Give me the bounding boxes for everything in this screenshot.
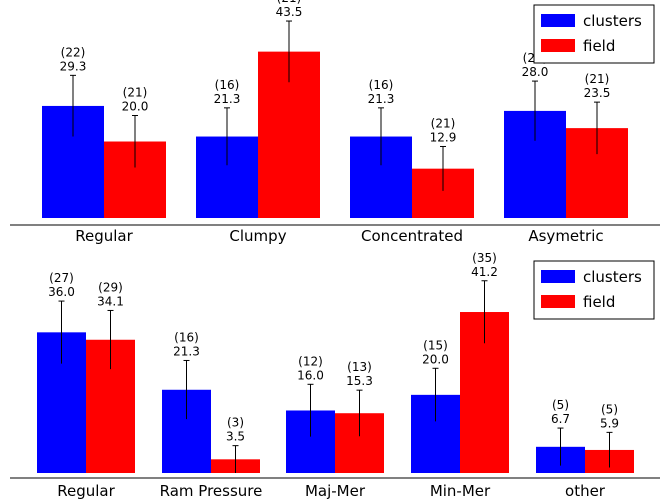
data-label-value: 20.0 xyxy=(422,352,449,366)
chart-panel-top: 29.3(22)20.0(21)Regular21.3(16)43.5(21)C… xyxy=(10,0,660,245)
data-label-count: (21) xyxy=(431,116,456,130)
data-label-value: 20.0 xyxy=(122,100,149,114)
legend-label: clusters xyxy=(583,12,642,30)
legend-swatch-field xyxy=(541,39,575,52)
legend-label: clusters xyxy=(583,268,642,286)
data-label-value: 41.2 xyxy=(471,265,498,279)
data-label-count: (21) xyxy=(585,72,610,86)
legend-label: field xyxy=(583,293,615,311)
data-label-count: (27) xyxy=(49,271,74,285)
legend: clusters field xyxy=(533,260,655,320)
x-tick-label: Asymetric xyxy=(528,227,603,245)
data-label-value: 29.3 xyxy=(60,59,87,73)
x-tick-label: Concentrated xyxy=(361,227,463,245)
data-label-value: 34.1 xyxy=(97,294,124,308)
data-label-value: 23.5 xyxy=(584,86,611,100)
data-label-count: (15) xyxy=(423,338,448,352)
data-label-count: (29) xyxy=(98,280,123,294)
legend-swatch-clusters xyxy=(541,270,575,283)
data-label-value: 28.0 xyxy=(522,65,549,79)
data-label-count: (21) xyxy=(277,0,302,5)
data-label-count: (5) xyxy=(601,402,618,416)
data-label-count: (22) xyxy=(61,45,86,59)
x-tick-label: Regular xyxy=(57,482,115,500)
data-label-count: (13) xyxy=(347,360,372,374)
data-label-value: 6.7 xyxy=(551,412,570,426)
legend-swatch-field xyxy=(541,295,575,308)
data-label-value: 21.3 xyxy=(214,92,241,106)
data-label-value: 16.0 xyxy=(297,368,324,382)
data-label-count: (16) xyxy=(369,78,394,92)
data-label-count: (12) xyxy=(298,354,323,368)
legend-label: field xyxy=(583,37,615,55)
data-label-value: 21.3 xyxy=(173,344,200,358)
x-tick-label: Clumpy xyxy=(229,227,286,245)
data-label-count: (21) xyxy=(123,86,148,100)
data-label-value: 43.5 xyxy=(276,5,303,19)
data-label-value: 36.0 xyxy=(48,285,75,299)
x-tick-label: Regular xyxy=(75,227,133,245)
data-label-count: (3) xyxy=(227,416,244,430)
legend: clusters field xyxy=(533,4,655,64)
data-label-value: 5.9 xyxy=(600,416,619,430)
data-label-count: (16) xyxy=(215,78,240,92)
data-label-value: 21.3 xyxy=(368,92,395,106)
x-tick-label: Maj-Mer xyxy=(305,482,366,500)
data-label-value: 12.9 xyxy=(430,130,457,144)
legend-swatch-clusters xyxy=(541,14,575,27)
data-label-count: (16) xyxy=(174,330,199,344)
data-label-count: (5) xyxy=(552,398,569,412)
x-tick-label: Min-Mer xyxy=(430,482,491,500)
data-label-value: 3.5 xyxy=(226,430,245,444)
data-label-value: 15.3 xyxy=(346,374,373,388)
x-tick-label: other xyxy=(565,482,606,500)
chart-panel-bottom: 36.0(27) 34.1(29) Regular 21.3(16) 3.5(3) Ram… xyxy=(10,251,660,500)
data-label-count: (35) xyxy=(472,251,497,265)
x-tick-label: Ram Pressure xyxy=(160,482,263,500)
